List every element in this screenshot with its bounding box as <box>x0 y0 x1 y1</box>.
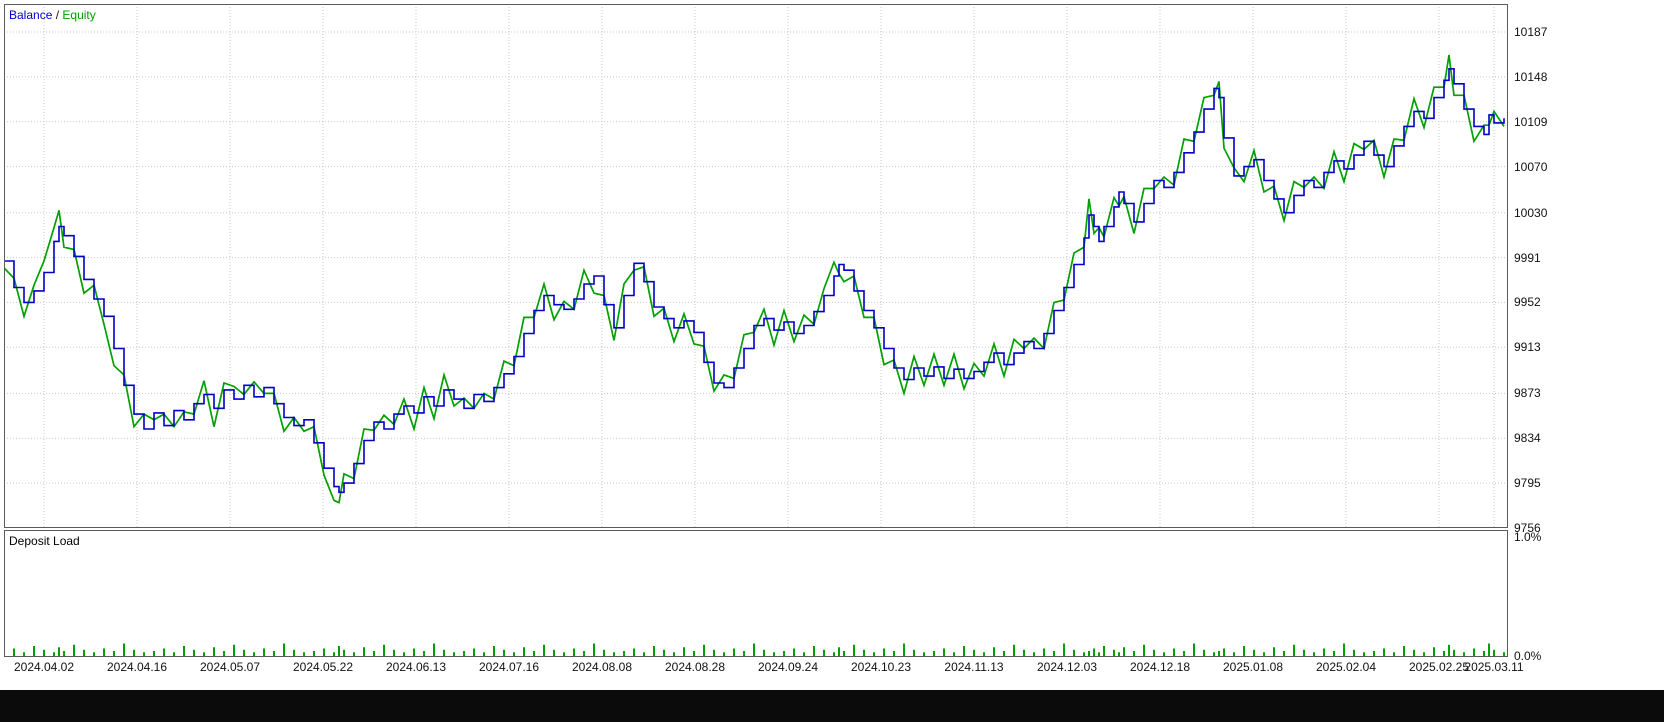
y-axis-label: 9913 <box>1514 340 1541 355</box>
y-axis-label: 10109 <box>1514 114 1548 129</box>
x-axis-label: 2024.06.13 <box>385 660 447 674</box>
x-axis-label: 2024.09.24 <box>757 660 819 674</box>
chart-border <box>4 4 1508 528</box>
x-axis: 2024.04.02 2024.04.16 2024.05.07 2024.05.22… <box>4 660 1524 676</box>
legend-equity-label: Equity <box>62 8 96 22</box>
legend-balance-label: Balance <box>9 8 53 22</box>
x-axis-label: 2024.12.18 <box>1129 660 1191 674</box>
x-axis-label: 2025.01.08 <box>1222 660 1284 674</box>
x-axis-label: 2025.02.25 <box>1408 660 1470 674</box>
x-axis-label: 2024.12.03 <box>1036 660 1098 674</box>
deposit-load-plot[interactable] <box>4 530 1508 657</box>
y-axis-label: 9873 <box>1514 386 1541 401</box>
y-axis-label: 9991 <box>1514 250 1541 265</box>
balance-equity-chart[interactable]: Balance / Equity <box>4 4 1508 528</box>
deposit-load-title: Deposit Load <box>9 534 80 548</box>
y-axis-label: 10148 <box>1514 69 1548 84</box>
y-axis-label: 10070 <box>1514 159 1548 174</box>
chart-legend: Balance / Equity <box>9 8 96 22</box>
x-axis-label: 2024.07.16 <box>478 660 540 674</box>
x-axis-label: 2024.08.08 <box>571 660 633 674</box>
x-axis-label: 2024.05.07 <box>199 660 261 674</box>
y-axis: 10187 10148 10109 10070 10030 9991 9952 9913 987… <box>1512 0 1662 722</box>
x-axis-label: 2024.05.22 <box>292 660 354 674</box>
deposit-axis-label: 0.0% <box>1514 649 1542 663</box>
legend-separator: / <box>52 8 63 22</box>
equity-line <box>4 54 1505 504</box>
deposit-load-panel[interactable]: Deposit Load <box>4 530 1508 657</box>
bottom-strip <box>0 690 1664 722</box>
y-axis-label: 9952 <box>1514 295 1541 310</box>
y-axis-label: 9756 <box>1514 521 1541 535</box>
x-axis-label: 2024.04.02 <box>13 660 75 674</box>
x-axis-label: 2024.11.13 <box>944 660 1004 674</box>
x-axis-label: 2024.08.28 <box>664 660 726 674</box>
y-axis-label: 9795 <box>1514 476 1541 491</box>
deposit-border <box>4 530 1508 657</box>
balance-equity-plot[interactable] <box>4 4 1508 528</box>
x-axis-label: 2024.04.16 <box>106 660 168 674</box>
x-axis-label: 2025.03.11 <box>1464 660 1524 674</box>
balance-line <box>4 68 1505 494</box>
x-axis-label: 2024.10.23 <box>850 660 912 674</box>
y-axis-label: 9834 <box>1514 431 1541 446</box>
deposit-axis-label: 1.0% <box>1514 530 1542 544</box>
y-axis-label: 10187 <box>1514 25 1548 39</box>
y-axis-label: 10030 <box>1514 205 1548 220</box>
x-axis-label: 2025.02.04 <box>1315 660 1377 674</box>
